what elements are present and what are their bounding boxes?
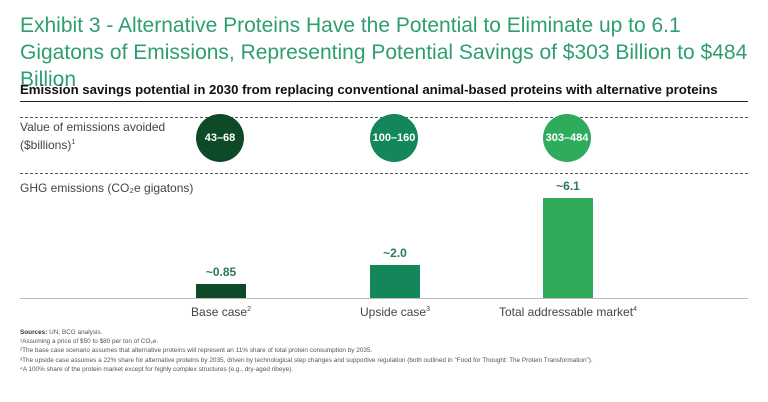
- x-tick-sup: 3: [426, 306, 430, 313]
- bar-upside-case: [370, 265, 420, 298]
- value-circle-label: 100–160: [372, 132, 416, 144]
- bar-total-addressable-market: [543, 198, 593, 298]
- footnote-2: ²The base case scenario assumes that alt…: [20, 347, 373, 355]
- value-circle-upside: 100–160: [370, 114, 418, 162]
- value-circle-label: 43–68: [204, 132, 236, 144]
- sources-label: Sources:: [20, 329, 48, 336]
- bar-base-case: [196, 284, 246, 298]
- x-tick-text: Upside case: [360, 305, 427, 319]
- x-tick-sup: 4: [633, 306, 637, 313]
- footnote-3: ³The upside case assumes a 22% share for…: [20, 356, 593, 364]
- x-tick-text: Total addressable market: [499, 305, 634, 319]
- chart-baseline: [20, 298, 748, 299]
- value-label-line1: Value of emissions avoided: [20, 120, 166, 134]
- page-title: Exhibit 3 - Alternative Proteins Have th…: [20, 14, 748, 91]
- value-circle-base: 43–68: [196, 114, 244, 162]
- value-label-sup: 1: [71, 139, 76, 146]
- value-section-label: Value of emissions avoided ($billions)1: [20, 120, 165, 153]
- value-label-line2: ($billions): [20, 138, 72, 152]
- x-tick-sup: 2: [247, 306, 251, 313]
- ghg-section-divider: [20, 173, 748, 174]
- value-circle-total: 303–484: [543, 114, 591, 162]
- bar-value-label: ~6.1: [556, 179, 580, 193]
- sources-line: Sources: UN; BCG analysis.: [20, 328, 760, 337]
- footnote-1: ¹Assuming a price of $50 to $80 per ton …: [20, 338, 159, 346]
- sources-text: UN; BCG analysis.: [47, 329, 103, 336]
- bar-value-label: ~0.85: [205, 265, 237, 279]
- x-tick-label-base: Base case2: [121, 305, 321, 319]
- chart-subtitle: Emission savings potential in 2030 from …: [20, 82, 718, 97]
- value-circle-label: 303–484: [545, 132, 589, 144]
- x-tick-label-total: Total addressable market4: [468, 305, 668, 319]
- subtitle-rule: [20, 101, 748, 102]
- bar-value-label: ~2.0: [383, 246, 407, 260]
- x-tick-text: Base case: [191, 305, 248, 319]
- footnotes: Sources: UN; BCG analysis. ¹Assuming a p…: [20, 328, 760, 374]
- ghg-section-label: GHG emissions (CO₂e gigatons): [20, 181, 194, 195]
- footnote-4: ⁴A 100% share of the protein market exce…: [20, 365, 294, 373]
- x-tick-label-upside: Upside case3: [295, 305, 495, 319]
